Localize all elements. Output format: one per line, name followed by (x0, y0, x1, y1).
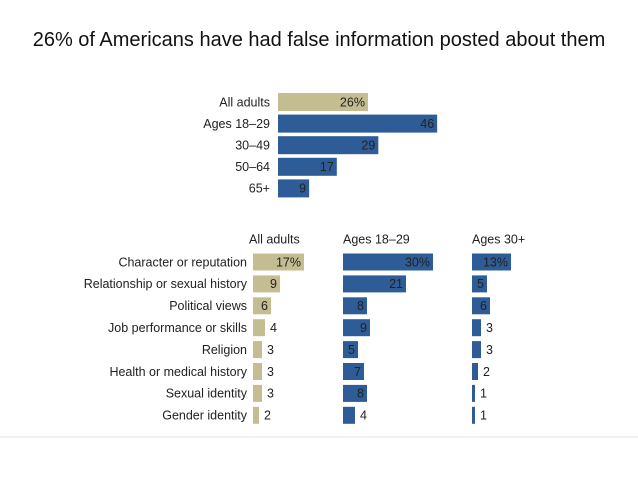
panel-header: Ages 30+ (472, 232, 525, 246)
bar (343, 363, 364, 380)
value-label: 2 (264, 409, 271, 423)
chart-title: 26% of Americans have had false informat… (32, 29, 606, 51)
value-label: 1 (480, 387, 487, 401)
value-label: 3 (267, 343, 274, 357)
category-label: Political views (169, 299, 247, 313)
bar (472, 253, 511, 271)
category-label: Gender identity (162, 409, 248, 423)
value-label: 9 (270, 277, 277, 291)
value-label: 4 (360, 409, 367, 423)
bar (253, 406, 259, 424)
value-label: 6 (261, 299, 268, 313)
category-label: Ages 18–29 (203, 117, 270, 131)
category-label: 65+ (249, 182, 270, 196)
value-label: 3 (267, 387, 274, 401)
bar (278, 179, 310, 198)
value-label: 4 (270, 321, 277, 335)
value-label: 3 (486, 343, 493, 357)
bar (278, 157, 337, 176)
value-label: 2 (483, 365, 490, 379)
bar (343, 253, 433, 271)
category-label: Character or reputation (118, 255, 247, 269)
value-label: 26% (340, 95, 365, 109)
value-label: 29 (361, 138, 375, 152)
bar (278, 136, 379, 155)
bar (253, 363, 262, 380)
category-label: All adults (219, 95, 270, 109)
value-label: 21 (389, 277, 403, 291)
value-label: 9 (299, 182, 306, 196)
value-label: 7 (354, 365, 361, 379)
category-label: 50–64 (235, 160, 270, 174)
bar (343, 406, 355, 424)
bar (343, 341, 358, 359)
bar (253, 253, 304, 271)
panel-header: Ages 18–29 (343, 232, 410, 246)
bar (472, 297, 490, 315)
category-label: Job performance or skills (108, 321, 247, 335)
bar (472, 363, 478, 380)
category-label: 30–49 (235, 138, 270, 152)
bar (253, 275, 280, 293)
category-label: Religion (202, 343, 247, 357)
bar (472, 341, 481, 359)
value-label: 8 (357, 387, 364, 401)
bar (472, 384, 475, 402)
value-label: 5 (477, 277, 484, 291)
value-label: 9 (360, 321, 367, 335)
bar (343, 319, 370, 337)
value-label: 30% (405, 255, 430, 269)
bar (343, 275, 406, 293)
bar (472, 406, 475, 424)
value-label: 3 (267, 365, 274, 379)
bar (472, 275, 487, 293)
bar (472, 319, 481, 337)
value-label: 8 (357, 299, 364, 313)
value-label: 17 (320, 160, 334, 174)
bar (278, 93, 368, 111)
value-label: 13% (483, 255, 508, 269)
category-label: Relationship or sexual history (84, 277, 248, 291)
bar (253, 319, 265, 337)
category-label: Health or medical history (109, 365, 247, 379)
category-label: Sexual identity (166, 387, 248, 401)
value-label: 17% (276, 255, 301, 269)
bar (253, 384, 262, 402)
value-label: 6 (480, 299, 487, 313)
bar (343, 297, 367, 315)
panel-header: All adults (249, 232, 300, 246)
bar (343, 384, 367, 402)
value-label: 46 (420, 117, 434, 131)
bar (253, 341, 262, 359)
value-label: 5 (348, 343, 355, 357)
value-label: 3 (486, 321, 493, 335)
value-label: 1 (480, 409, 487, 423)
bar (253, 297, 271, 315)
bar (278, 114, 438, 133)
